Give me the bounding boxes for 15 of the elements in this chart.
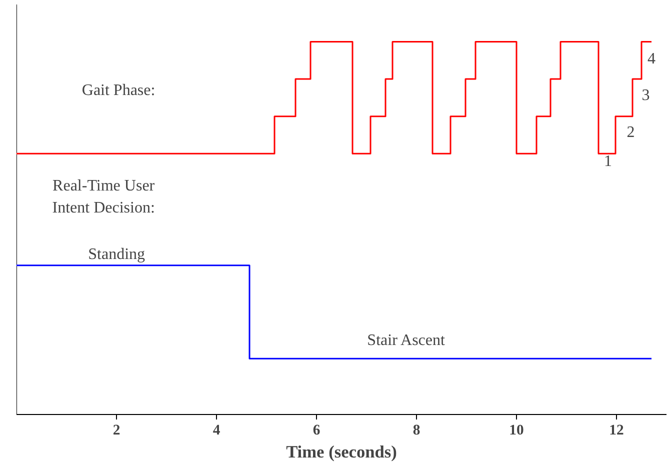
- annotation: Standing: [88, 246, 146, 264]
- x-tick-label: 10: [509, 422, 524, 438]
- x-tick-label: 6: [312, 422, 320, 438]
- annotation: 2: [626, 124, 635, 142]
- x-tick-label: 8: [412, 422, 420, 438]
- annotation: Gait Phase:: [82, 82, 156, 100]
- x-tick-label: 2: [112, 422, 120, 438]
- x-tick-label: 4: [212, 422, 221, 438]
- x-tick-label: 12: [609, 422, 624, 438]
- annotation: Stair Ascent: [367, 332, 446, 350]
- annotation: Real-Time User Intent Decision:: [52, 178, 156, 217]
- annotation: 1: [604, 152, 612, 170]
- annotation: 3: [642, 87, 650, 104]
- x-axis-title: Time (seconds): [286, 442, 398, 462]
- annotation: 4: [648, 50, 656, 68]
